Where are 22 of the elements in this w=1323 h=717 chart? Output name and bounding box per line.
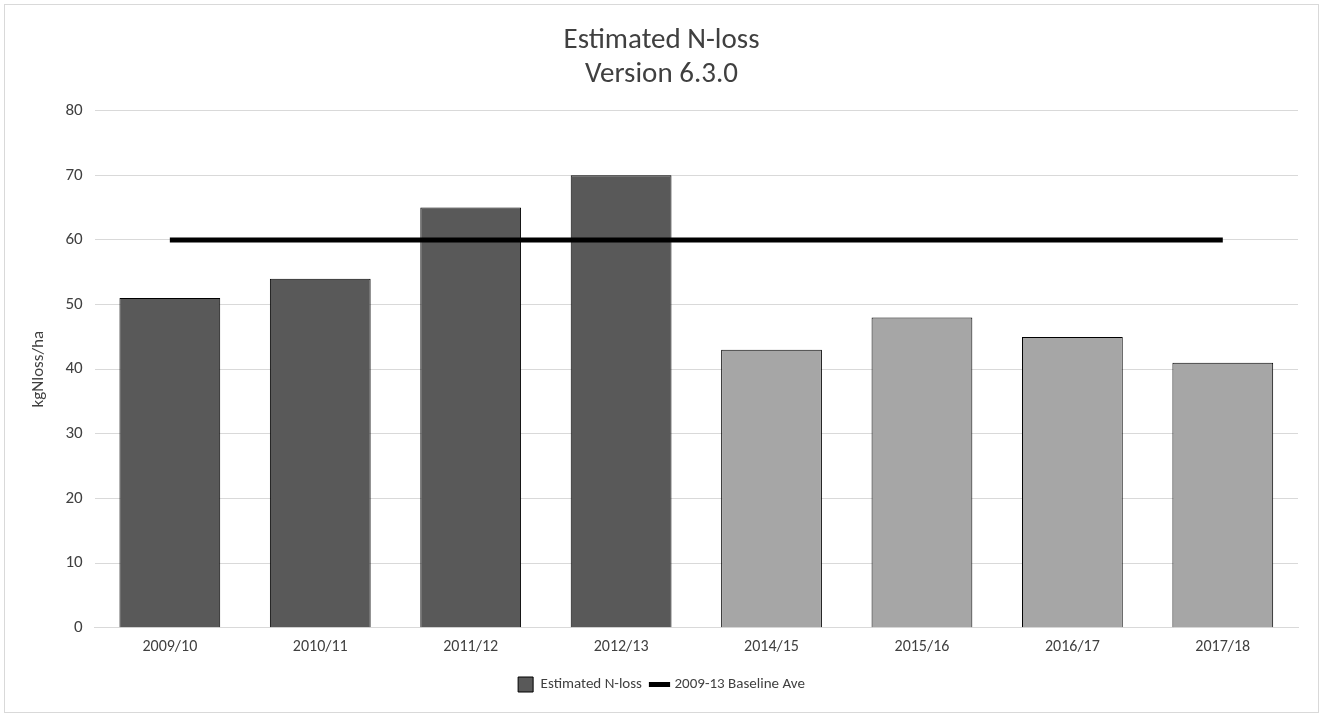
y-tick-label: 40 [65, 357, 84, 379]
legend-label: Estimated N-loss [540, 674, 643, 693]
y-tick-label: 60 [65, 228, 84, 250]
y-tick-label: 10 [65, 551, 84, 573]
x-tick-label: 2012/13 [593, 636, 649, 656]
y-tick-label: 70 [65, 163, 84, 185]
x-tick-label: 2016/17 [1044, 636, 1100, 656]
y-axis-title: kgNloss/ha [27, 330, 49, 408]
x-tick-label: 2009/10 [142, 636, 198, 656]
legend-label: 2009-13 Baseline Ave [674, 674, 805, 693]
y-tick-label: 0 [74, 616, 84, 638]
chart-subtitle: Version 6.3.0 [585, 54, 738, 91]
x-tick-label: 2010/11 [292, 636, 348, 656]
y-tick-label: 80 [65, 98, 84, 120]
y-tick-label: 20 [65, 486, 84, 508]
x-tick-label: 2011/12 [443, 636, 499, 656]
y-tick-label: 50 [65, 292, 84, 314]
chart-title: Estimated N-loss [563, 19, 760, 56]
x-tick-label: 2015/16 [894, 636, 950, 656]
x-tick-label: 2017/18 [1195, 636, 1251, 656]
x-tick-label: 2014/15 [744, 636, 799, 656]
y-tick-label: 30 [65, 422, 84, 444]
